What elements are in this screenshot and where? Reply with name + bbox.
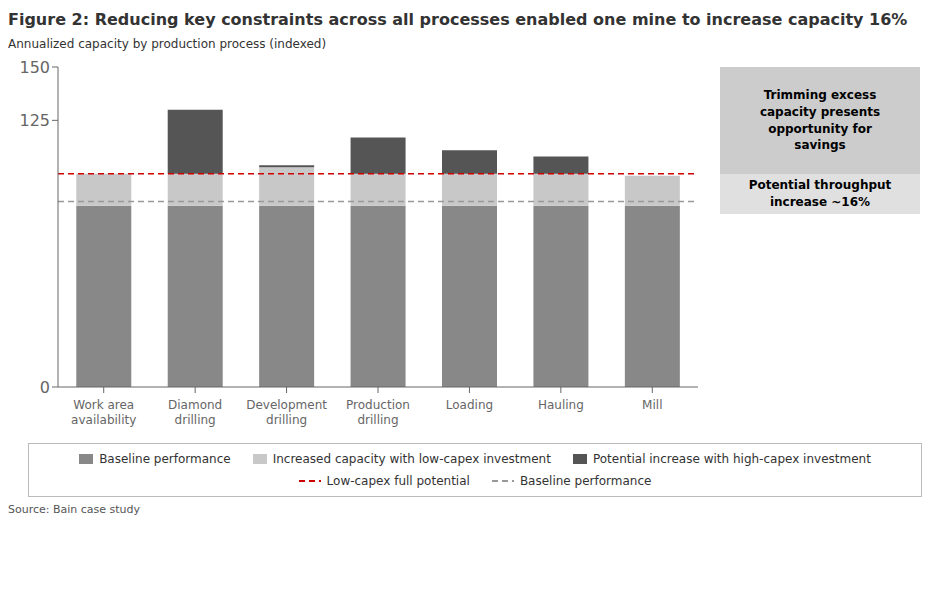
html-text:Trimming excess: Trimming excess xyxy=(763,87,877,102)
html-text:Low-capex full potential: Low-capex full potential xyxy=(326,474,470,488)
svg-text:Productiondrilling: Productiondrilling xyxy=(346,398,410,427)
html-text:opportunity for: opportunity for xyxy=(768,121,872,136)
html-text:Baseline performance: Baseline performance xyxy=(519,474,652,488)
svg-text:0: 0 xyxy=(40,378,50,397)
svg-text:Loading: Loading xyxy=(446,398,493,412)
html-text:Increased capacity with low-ca: Increased capacity with low-capex invest… xyxy=(272,452,551,466)
html-text:Baseline performance: Baseline performance xyxy=(99,452,231,466)
html-text:Potential throughput: Potential throughput xyxy=(748,178,892,193)
svg-text:Diamonddrilling: Diamonddrilling xyxy=(168,398,222,427)
svg-text:Work areaavailability: Work areaavailability xyxy=(71,398,136,427)
svg-text:125: 125 xyxy=(19,111,50,130)
svg-text:Hauling: Hauling xyxy=(538,398,584,412)
html-text:increase ~16%: increase ~16% xyxy=(769,195,871,209)
html-text:Potential increase with high-c: Potential increase with high-capex inves… xyxy=(592,452,871,466)
svg-text:Mill: Mill xyxy=(642,398,662,412)
svg-text:150: 150 xyxy=(19,58,50,77)
html-text:savings: savings xyxy=(794,138,846,153)
svg-text:Developmentdrilling: Developmentdrilling xyxy=(246,398,327,427)
html-text:Annualized capacity by product: Annualized capacity by production proces… xyxy=(8,37,327,51)
html-text:capacity presents: capacity presents xyxy=(759,104,881,119)
html-text:Source: Bain case study: Source: Bain case study xyxy=(8,503,141,516)
html-text:Figure 2: Reducing key constra: Figure 2: Reducing key constraints acros… xyxy=(8,10,908,29)
